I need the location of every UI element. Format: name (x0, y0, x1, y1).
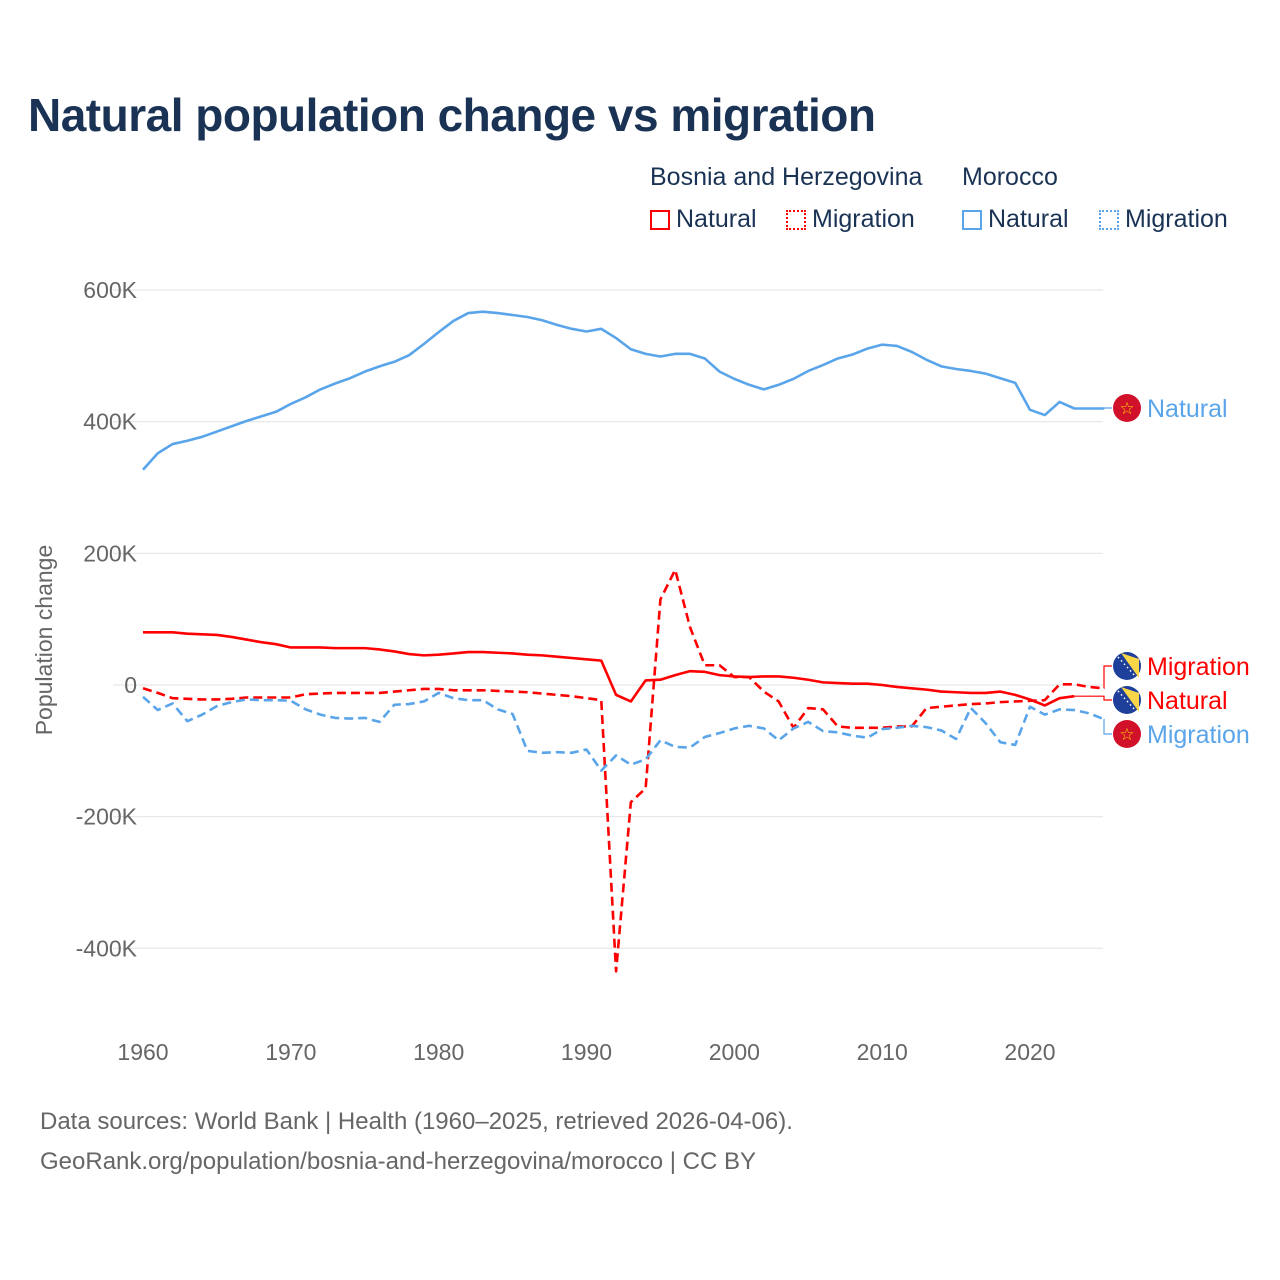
x-tick-label: 2000 (709, 1039, 760, 1065)
morocco-flag-icon: ☆ (1113, 394, 1141, 422)
series-line-3 (142, 691, 1105, 772)
legend-morocco-natural[interactable]: Natural (962, 205, 1069, 234)
chart-title: Natural population change vs migration (28, 89, 876, 141)
series-end-label: Natural (1147, 395, 1228, 423)
legend-swatch-solid-blue (962, 209, 982, 230)
x-tick-label: 2020 (1004, 1039, 1055, 1065)
legend-group-morocco: Morocco (962, 163, 1058, 191)
legend-label: Migration (812, 205, 915, 233)
legend-bosnia-natural[interactable]: Natural (650, 205, 757, 234)
x-tick-label: 1980 (413, 1039, 464, 1065)
bosnia-flag-icon (1113, 652, 1141, 680)
legend-morocco-migration[interactable]: Migration (1099, 205, 1228, 234)
morocco-flag-icon: ☆ (1113, 720, 1141, 748)
series-end-label: Natural (1147, 687, 1228, 715)
footer-link[interactable]: GeoRank.org/population/bosnia-and-herzeg… (40, 1148, 756, 1175)
x-tick-label: 1960 (117, 1039, 168, 1065)
series-end-label: Migration (1147, 653, 1250, 681)
y-tick-label: 600K (83, 277, 137, 303)
y-axis-label: Population change (31, 545, 57, 736)
series-line-0 (142, 310, 1104, 471)
label-connector (1074, 695, 1112, 701)
label-connector (1103, 665, 1112, 689)
label-connector (1103, 718, 1112, 735)
y-tick-label: -400K (76, 935, 138, 961)
bosnia-flag-icon (1113, 686, 1141, 714)
svg-text:☆: ☆ (1119, 725, 1134, 744)
legend-swatch-dotted-red (786, 209, 806, 230)
legend-group-bosnia: Bosnia and Herzegovina (650, 163, 923, 191)
legend-swatch-dotted-blue (1099, 209, 1119, 230)
series-end-label: Migration (1147, 721, 1250, 749)
y-tick-label: 400K (83, 409, 137, 435)
y-tick-label: 0 (124, 672, 137, 698)
series-line-2 (142, 568, 1105, 973)
legend-label: Natural (988, 205, 1069, 233)
footer-sources: Data sources: World Bank | Health (1960–… (40, 1108, 793, 1135)
label-connector (1103, 407, 1112, 410)
x-tick-label: 2010 (857, 1039, 908, 1065)
legend-bosnia-migration[interactable]: Migration (786, 205, 915, 234)
legend-label: Migration (1125, 205, 1228, 233)
y-tick-label: -200K (76, 804, 138, 830)
legend-swatch-solid-red (650, 209, 670, 230)
legend-label: Natural (676, 205, 757, 233)
series-line-1 (143, 631, 1075, 707)
svg-text:☆: ☆ (1119, 399, 1134, 418)
y-tick-label: 200K (83, 540, 137, 566)
x-tick-label: 1990 (561, 1039, 612, 1065)
x-tick-label: 1970 (265, 1039, 316, 1065)
